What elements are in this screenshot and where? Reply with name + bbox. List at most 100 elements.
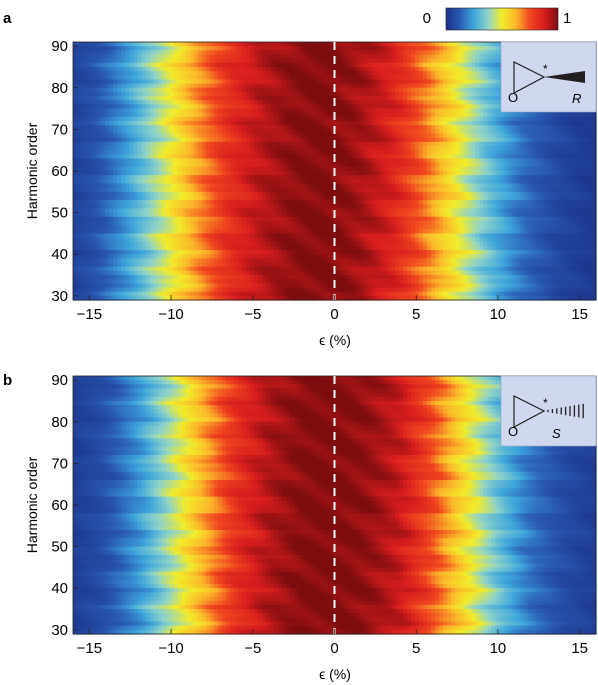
heatmap-cell bbox=[262, 71, 267, 76]
heatmap-cell bbox=[141, 162, 147, 168]
heatmap-cell bbox=[326, 162, 332, 168]
heatmap-cell bbox=[165, 133, 171, 139]
heatmap-cell bbox=[414, 54, 420, 60]
heatmap-cell bbox=[129, 54, 134, 60]
heatmap-cell bbox=[447, 187, 452, 193]
heatmap-cell bbox=[439, 54, 444, 60]
heatmap-cell bbox=[133, 96, 138, 101]
heatmap-cell bbox=[563, 187, 569, 193]
heatmap-cell bbox=[153, 166, 159, 172]
heatmap-cell bbox=[455, 79, 460, 85]
heatmap-cell bbox=[358, 108, 364, 114]
heatmap-cell bbox=[559, 150, 565, 155]
heatmap-cell bbox=[390, 179, 396, 185]
heatmap-cell bbox=[149, 146, 155, 151]
heatmap-cell bbox=[475, 125, 480, 130]
heatmap-cell bbox=[519, 175, 525, 180]
heatmap-cell bbox=[286, 141, 291, 147]
heatmap-cell bbox=[587, 162, 593, 168]
heatmap-cell bbox=[173, 146, 179, 151]
heatmap-cell bbox=[262, 83, 267, 89]
heatmap-cell bbox=[443, 175, 448, 180]
heatmap-cell bbox=[503, 195, 509, 201]
heatmap-cell bbox=[181, 62, 187, 68]
heatmap-cell bbox=[326, 175, 332, 180]
heatmap-cell bbox=[491, 179, 497, 185]
heatmap-cell bbox=[225, 66, 231, 72]
heatmap-cell bbox=[447, 62, 452, 68]
heatmap-cell bbox=[410, 146, 416, 151]
heatmap-cell bbox=[314, 66, 319, 72]
heatmap-cell bbox=[282, 42, 287, 47]
heatmap-cell bbox=[531, 154, 537, 160]
heatmap-cell bbox=[193, 125, 199, 130]
heatmap-cell bbox=[455, 195, 460, 201]
heatmap-cell bbox=[250, 50, 255, 56]
heatmap-cell bbox=[149, 141, 155, 147]
heatmap-cell bbox=[471, 112, 476, 118]
heatmap-cell bbox=[93, 171, 98, 176]
heatmap-cell bbox=[129, 154, 134, 160]
heatmap-cell bbox=[342, 96, 348, 101]
heatmap-cell bbox=[527, 125, 533, 130]
heatmap-cell bbox=[209, 83, 215, 89]
heatmap-cell bbox=[153, 183, 159, 189]
heatmap-cell bbox=[310, 179, 315, 185]
heatmap-cell bbox=[201, 58, 207, 64]
heatmap-cell bbox=[209, 108, 215, 114]
heatmap-cell bbox=[571, 187, 577, 193]
heatmap-cell bbox=[205, 171, 211, 176]
heatmap-cell bbox=[350, 158, 356, 164]
heatmap-cell bbox=[491, 108, 497, 114]
heatmap-cell bbox=[491, 87, 497, 93]
heatmap-cell bbox=[149, 158, 155, 164]
heatmap-cell bbox=[125, 191, 130, 197]
panel-a-heatmap bbox=[73, 42, 597, 301]
heatmap-cell bbox=[447, 108, 452, 114]
heatmap-cell bbox=[583, 146, 589, 151]
heatmap-cell bbox=[125, 62, 130, 68]
heatmap-cell bbox=[125, 83, 130, 89]
heatmap-cell bbox=[189, 71, 195, 76]
heatmap-cell bbox=[463, 171, 468, 176]
heatmap-cell bbox=[278, 141, 283, 147]
heatmap-cell bbox=[523, 112, 529, 118]
heatmap-cell bbox=[298, 50, 303, 56]
heatmap-cell bbox=[274, 200, 279, 205]
heatmap-cell bbox=[583, 162, 589, 168]
heatmap-cell bbox=[402, 66, 408, 72]
heatmap-cell bbox=[342, 162, 348, 168]
heatmap-cell bbox=[451, 87, 456, 93]
heatmap-cell bbox=[354, 42, 360, 47]
heatmap-cell bbox=[459, 66, 464, 72]
heatmap-cell bbox=[173, 91, 179, 97]
heatmap-cell bbox=[117, 100, 122, 106]
heatmap-cell bbox=[443, 100, 448, 106]
heatmap-cell bbox=[266, 129, 271, 135]
heatmap-cell bbox=[394, 141, 400, 147]
heatmap-cell bbox=[129, 195, 134, 201]
heatmap-cell bbox=[85, 191, 90, 197]
heatmap-cell bbox=[378, 150, 384, 155]
heatmap-cell bbox=[491, 75, 497, 81]
heatmap-cell bbox=[233, 46, 239, 51]
heatmap-cell bbox=[402, 54, 408, 60]
heatmap-cell bbox=[443, 191, 448, 197]
heatmap-cell bbox=[374, 150, 380, 155]
heatmap-cell bbox=[587, 183, 593, 189]
heatmap-cell bbox=[129, 75, 134, 81]
heatmap-cell bbox=[559, 187, 565, 193]
heatmap-cell bbox=[137, 121, 142, 126]
heatmap-cell bbox=[209, 87, 215, 93]
heatmap-cell bbox=[153, 154, 159, 160]
heatmap-cell bbox=[93, 150, 98, 155]
heatmap-cell bbox=[471, 175, 476, 180]
heatmap-cell bbox=[358, 183, 364, 189]
heatmap-cell bbox=[523, 158, 529, 164]
heatmap-cell bbox=[475, 175, 480, 180]
heatmap-cell bbox=[294, 125, 299, 130]
heatmap-cell bbox=[563, 141, 569, 147]
heatmap-cell bbox=[290, 146, 295, 151]
heatmap-cell bbox=[189, 54, 195, 60]
heatmap-cell bbox=[302, 62, 307, 68]
